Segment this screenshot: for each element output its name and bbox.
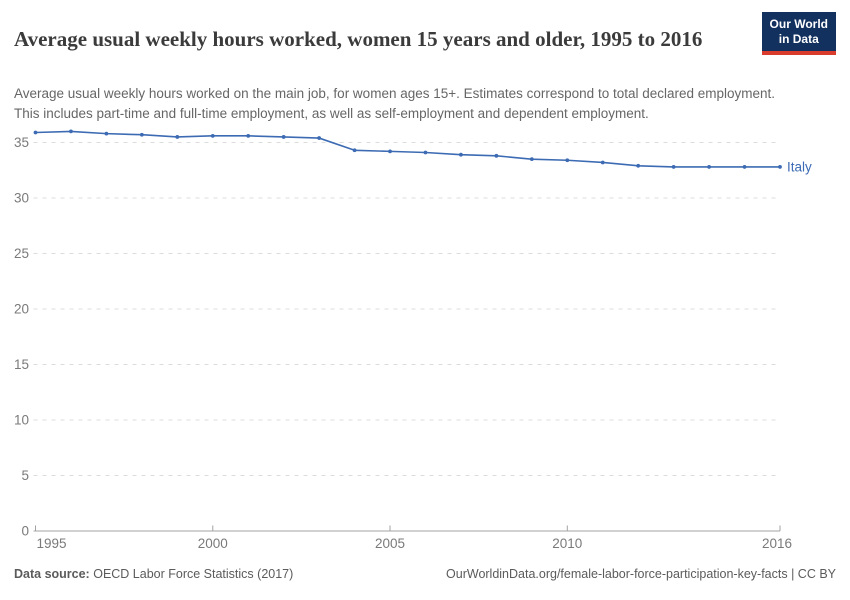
data-point-marker[interactable] — [636, 163, 641, 168]
data-point-marker[interactable] — [104, 131, 109, 136]
data-point-marker[interactable] — [33, 130, 38, 135]
data-point-marker[interactable] — [600, 160, 605, 165]
chart-subtitle: Average usual weekly hours worked on the… — [14, 85, 776, 121]
data-source-value: OECD Labor Force Statistics (2017) — [93, 567, 294, 581]
data-point-marker[interactable] — [778, 165, 782, 169]
chart-footer: Data source: OECD Labor Force Statistics… — [14, 567, 836, 581]
y-axis-tick-label: 15 — [14, 357, 29, 372]
x-axis-tick-label: 2016 — [762, 536, 792, 551]
x-axis-tick-label: 2010 — [552, 536, 582, 551]
data-point-marker[interactable] — [565, 158, 570, 163]
y-axis-tick-label: 25 — [14, 246, 29, 261]
data-point-marker[interactable] — [69, 129, 73, 134]
data-point-marker[interactable] — [423, 150, 428, 155]
data-point-marker[interactable] — [317, 136, 322, 140]
y-axis-tick-label: 30 — [14, 191, 29, 206]
y-axis-tick-label: 10 — [14, 413, 29, 428]
data-source-label: Data source: — [14, 567, 90, 581]
data-point-marker[interactable] — [210, 133, 215, 138]
data-point-marker[interactable] — [742, 165, 747, 169]
data-point-marker[interactable] — [459, 152, 463, 157]
y-axis-tick-label: 5 — [21, 468, 29, 483]
owid-logo-line1: Our World — [769, 17, 828, 31]
owid-logo[interactable]: Our World in Data — [761, 12, 836, 55]
data-point-marker[interactable] — [246, 133, 251, 138]
y-axis-tick-label: 20 — [14, 302, 29, 317]
data-point-marker[interactable] — [281, 135, 286, 139]
page-title: Average usual weekly hours worked, women… — [14, 27, 703, 52]
data-source: Data source: OECD Labor Force Statistics… — [14, 567, 293, 581]
data-point-marker[interactable] — [671, 165, 676, 169]
y-axis-tick-label: 0 — [21, 524, 29, 539]
y-axis-tick-label: 35 — [14, 135, 29, 150]
x-axis-tick-label: 2005 — [375, 536, 405, 551]
data-point-marker[interactable] — [175, 135, 180, 139]
series-entity-label[interactable]: Italy — [787, 159, 812, 174]
series-line[interactable] — [35, 130, 781, 168]
data-point-marker[interactable] — [388, 149, 392, 154]
data-point-marker[interactable] — [139, 132, 144, 137]
data-point-marker[interactable] — [707, 165, 711, 169]
data-point-marker[interactable] — [352, 148, 357, 153]
data-point-marker[interactable] — [529, 157, 534, 162]
x-axis-tick-label: 1995 — [37, 536, 67, 551]
x-axis-tick-label: 2000 — [198, 536, 228, 551]
data-point-marker[interactable] — [494, 153, 499, 158]
owid-logo-line2: in Data — [778, 32, 819, 46]
credit-link[interactable]: OurWorldinData.org/female-labor-force-pa… — [446, 567, 836, 581]
